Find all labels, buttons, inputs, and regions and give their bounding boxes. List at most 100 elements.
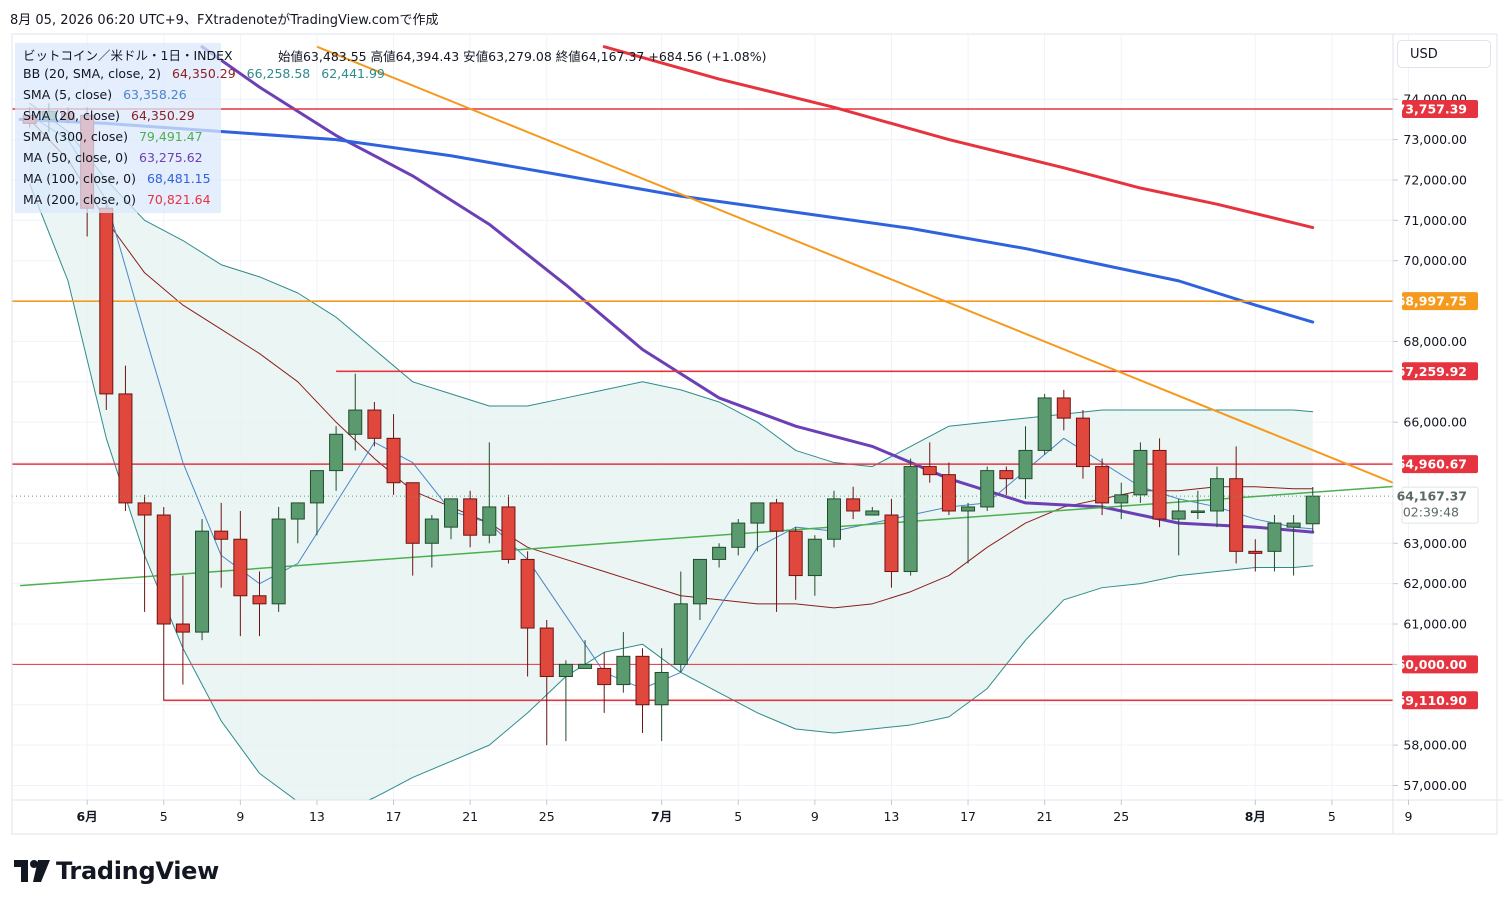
last-price-label: 64,167.37 [1397, 489, 1467, 504]
time-tick-label: 25 [539, 809, 555, 824]
legend-bb-upper: 66,258.58 [246, 66, 311, 81]
trend-line-orange_down [316, 45, 1393, 484]
candle-body [578, 663, 593, 669]
time-axis: 6月 5 9 13 17 21 25 7月 5 9 13 17 21 25 8月 5 9 [77, 800, 1413, 824]
candle-body [1133, 449, 1148, 496]
currency-selector[interactable]: USD [1397, 40, 1491, 68]
legend-sma20-value: 64,350.29 [131, 108, 195, 123]
legend-sma300-row: SMA (300, close) 79,491.47 [23, 129, 210, 144]
candle-body [961, 506, 976, 512]
candle-body [1037, 397, 1052, 451]
legend-ma100-value: 68,481.15 [146, 171, 211, 186]
legend-symbol-title: ビットコイン／米ドル・1日・INDEX [23, 48, 233, 63]
candle-body [827, 498, 841, 540]
candle-body [271, 518, 286, 605]
candle-body [865, 510, 880, 516]
time-tick-label: 13 [883, 809, 899, 824]
price-tick-label: 57,000.00 [1403, 778, 1467, 793]
candle-body [444, 498, 458, 528]
time-tick-label: 25 [1113, 809, 1129, 824]
candle-body [348, 409, 363, 435]
candle-body [769, 502, 784, 532]
candle-body [233, 538, 248, 597]
time-tick-label: 9 [1405, 809, 1413, 824]
candle-body [99, 207, 114, 395]
candle-body [1018, 449, 1033, 480]
tradingview-icon [14, 860, 50, 882]
legend-sma20-label: SMA (20, close) [23, 108, 121, 123]
candle-body [367, 409, 382, 439]
time-tick-label: 21 [462, 809, 478, 824]
candle-body [482, 506, 497, 536]
legend-ma200-label: MA (200, close, 0) [23, 192, 136, 207]
candle-body [712, 546, 727, 560]
candle-body [654, 671, 669, 706]
time-tick-label: 21 [1037, 809, 1053, 824]
legend-ma200-value: 70,821.64 [146, 192, 211, 207]
last-price-badge [1401, 486, 1479, 524]
candle-body [616, 655, 631, 686]
level-price-badge [1402, 455, 1478, 474]
time-tick-label: 13 [309, 809, 325, 824]
candle-body [501, 506, 516, 560]
candle-body [195, 530, 210, 633]
candle-body [922, 466, 937, 476]
level-price-label: 59,110.90 [1397, 693, 1468, 708]
legend-sma5-row: SMA (5, close) 63,358.26 [23, 87, 194, 102]
candle-body [309, 470, 324, 504]
candle-body [156, 514, 171, 625]
legend-ma50-label: MA (50, close, 0) [23, 150, 129, 165]
bollinger-fill-area [29, 103, 1313, 800]
price-tick-label: 63,000.00 [1403, 536, 1467, 551]
candle-body [1229, 478, 1244, 552]
series-line-bb_upper [29, 102, 1314, 468]
legend-ma100-row: MA (100, close, 0) 68,481.15 [23, 171, 218, 186]
candle-body [405, 482, 420, 544]
level-price-label: 60,000.00 [1397, 657, 1468, 672]
legend-sma300-label: SMA (300, close) [23, 129, 128, 144]
candle-body [731, 522, 746, 548]
candle-body [1075, 417, 1090, 468]
series-line-ma50 [200, 45, 1315, 534]
legend-ma50-row: MA (50, close, 0) 63,275.62 [23, 150, 210, 165]
candle-body [290, 502, 305, 520]
candle-body [1152, 449, 1167, 520]
time-tick-label: 5 [160, 809, 168, 824]
candle-body [1056, 397, 1071, 419]
time-tick-label: 9 [236, 809, 244, 824]
time-tick-label: 17 [386, 809, 402, 824]
trend-lines [20, 45, 1393, 587]
level-price-label: 73,757.39 [1397, 102, 1467, 117]
price-tick-label: 73,000.00 [1403, 132, 1467, 147]
price-tick-label: 71,000.00 [1403, 213, 1467, 228]
legend-bb-row: BB (20, SMA, close, 2) 64,350.29 66,258.… [23, 66, 392, 81]
legend-ma100-label: MA (100, close, 0) [23, 171, 136, 186]
tradingview-wordmark: TradingView [56, 857, 219, 885]
candle-body [788, 530, 803, 577]
legend-sma5-value: 63,358.26 [123, 87, 187, 102]
level-price-label: 64,960.67 [1397, 457, 1467, 472]
candle-body [1248, 550, 1263, 554]
candle-body [520, 558, 535, 629]
legend-ohlc: 始値63,483.55 高値64,394.43 安値63,279.08 終値64… [277, 49, 767, 64]
chart-header: 8月 05, 2026 06:20 UTC+9、FXtradenoteがTrad… [10, 13, 439, 28]
candle-body [214, 530, 229, 540]
candle-body [1210, 478, 1224, 512]
tradingview-logo[interactable]: TradingView [14, 857, 219, 885]
candle-body [175, 623, 190, 633]
candle-body [846, 498, 861, 512]
price-tick-label: 68,000.00 [1403, 334, 1467, 349]
series-line-ma100 [18, 117, 1315, 324]
legend-sma20-row: SMA (20, close) 64,350.29 [23, 108, 202, 123]
candle-body [750, 502, 765, 524]
candle-body [1286, 522, 1301, 528]
series-line-ma200 [602, 45, 1315, 230]
level-price-badge [1402, 655, 1478, 674]
legend-sma300-value: 79,491.47 [138, 129, 203, 144]
trend-line-green_up [20, 485, 1393, 587]
candle-body [635, 655, 650, 706]
time-tick-label: 6月 [77, 809, 98, 824]
time-tick-label: 8月 [1245, 809, 1266, 824]
level-price-badge [1402, 362, 1478, 381]
